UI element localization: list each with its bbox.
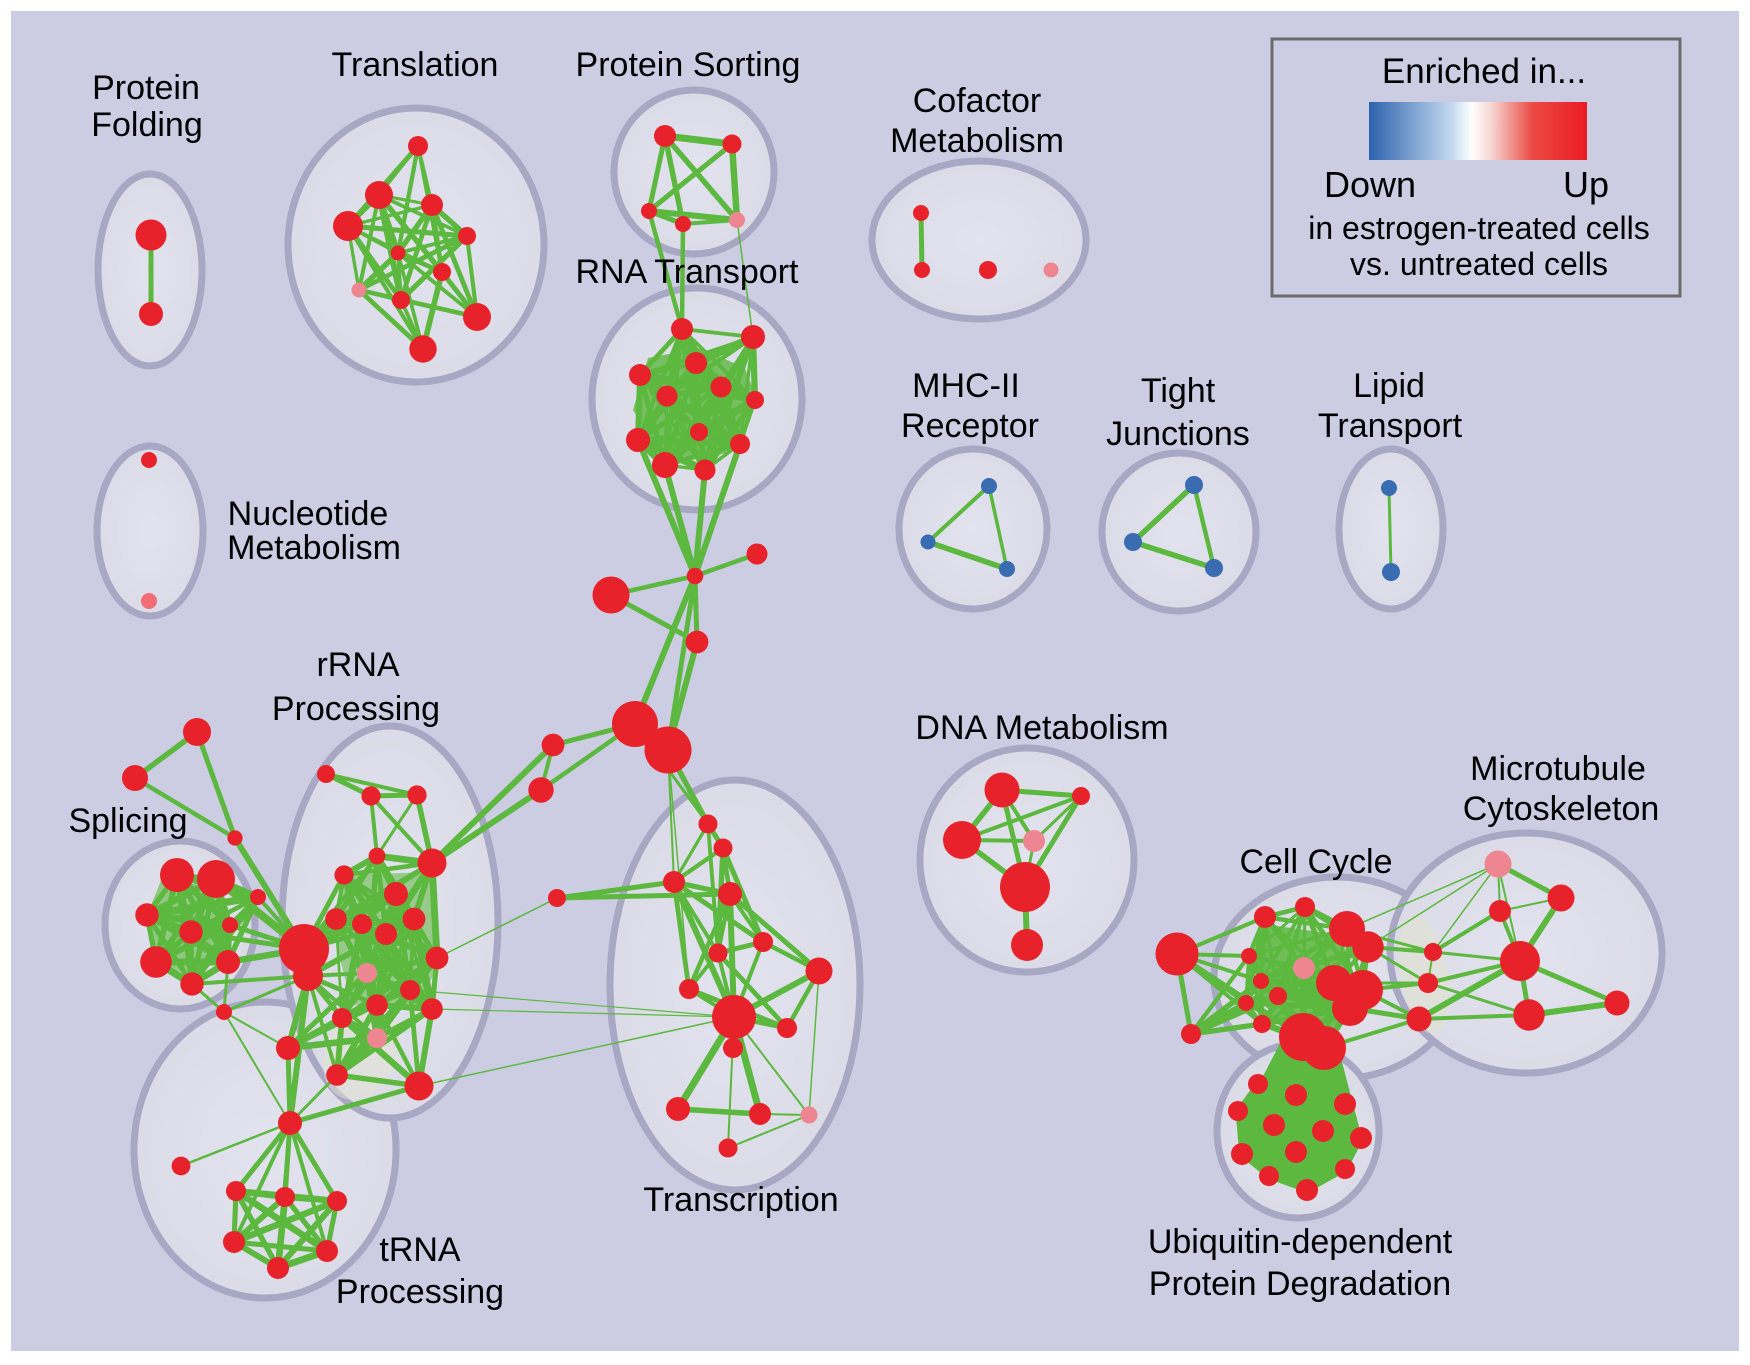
- svg-text:Lipid: Lipid: [1353, 367, 1425, 405]
- svg-text:Junctions: Junctions: [1106, 415, 1250, 453]
- svg-text:Folding: Folding: [91, 106, 203, 144]
- svg-text:Tight: Tight: [1141, 372, 1216, 410]
- svg-text:Transcription: Transcription: [643, 1181, 838, 1219]
- svg-text:Enriched in...: Enriched in...: [1382, 52, 1586, 91]
- svg-text:Receptor: Receptor: [901, 407, 1039, 445]
- svg-text:Cofactor: Cofactor: [913, 82, 1042, 120]
- svg-text:Ubiquitin-dependent: Ubiquitin-dependent: [1148, 1223, 1453, 1261]
- svg-text:Up: Up: [1563, 164, 1609, 205]
- svg-text:Transport: Transport: [1318, 407, 1463, 445]
- svg-text:in estrogen-treated cells: in estrogen-treated cells: [1308, 210, 1650, 246]
- svg-text:vs. untreated cells: vs. untreated cells: [1350, 246, 1608, 282]
- svg-text:Cytoskeleton: Cytoskeleton: [1463, 790, 1660, 828]
- svg-text:Translation: Translation: [332, 46, 499, 84]
- svg-text:Cell Cycle: Cell Cycle: [1239, 843, 1392, 881]
- svg-text:rRNA: rRNA: [316, 646, 399, 684]
- svg-text:Protein Degradation: Protein Degradation: [1149, 1265, 1451, 1303]
- svg-text:Processing: Processing: [272, 690, 440, 728]
- svg-text:Protein: Protein: [92, 69, 200, 107]
- svg-text:Metabolism: Metabolism: [890, 122, 1064, 160]
- svg-text:Protein Sorting: Protein Sorting: [576, 46, 801, 84]
- svg-text:Microtubule: Microtubule: [1470, 750, 1646, 788]
- svg-text:MHC-II: MHC-II: [912, 367, 1020, 405]
- svg-text:Nucleotide: Nucleotide: [228, 495, 389, 533]
- svg-text:Down: Down: [1324, 164, 1416, 205]
- svg-text:RNA Transport: RNA Transport: [576, 253, 800, 291]
- svg-text:DNA Metabolism: DNA Metabolism: [915, 709, 1168, 747]
- svg-text:Metabolism: Metabolism: [227, 529, 401, 567]
- svg-text:Splicing: Splicing: [68, 802, 187, 840]
- svg-text:tRNA: tRNA: [379, 1231, 461, 1269]
- svg-text:Processing: Processing: [336, 1273, 504, 1311]
